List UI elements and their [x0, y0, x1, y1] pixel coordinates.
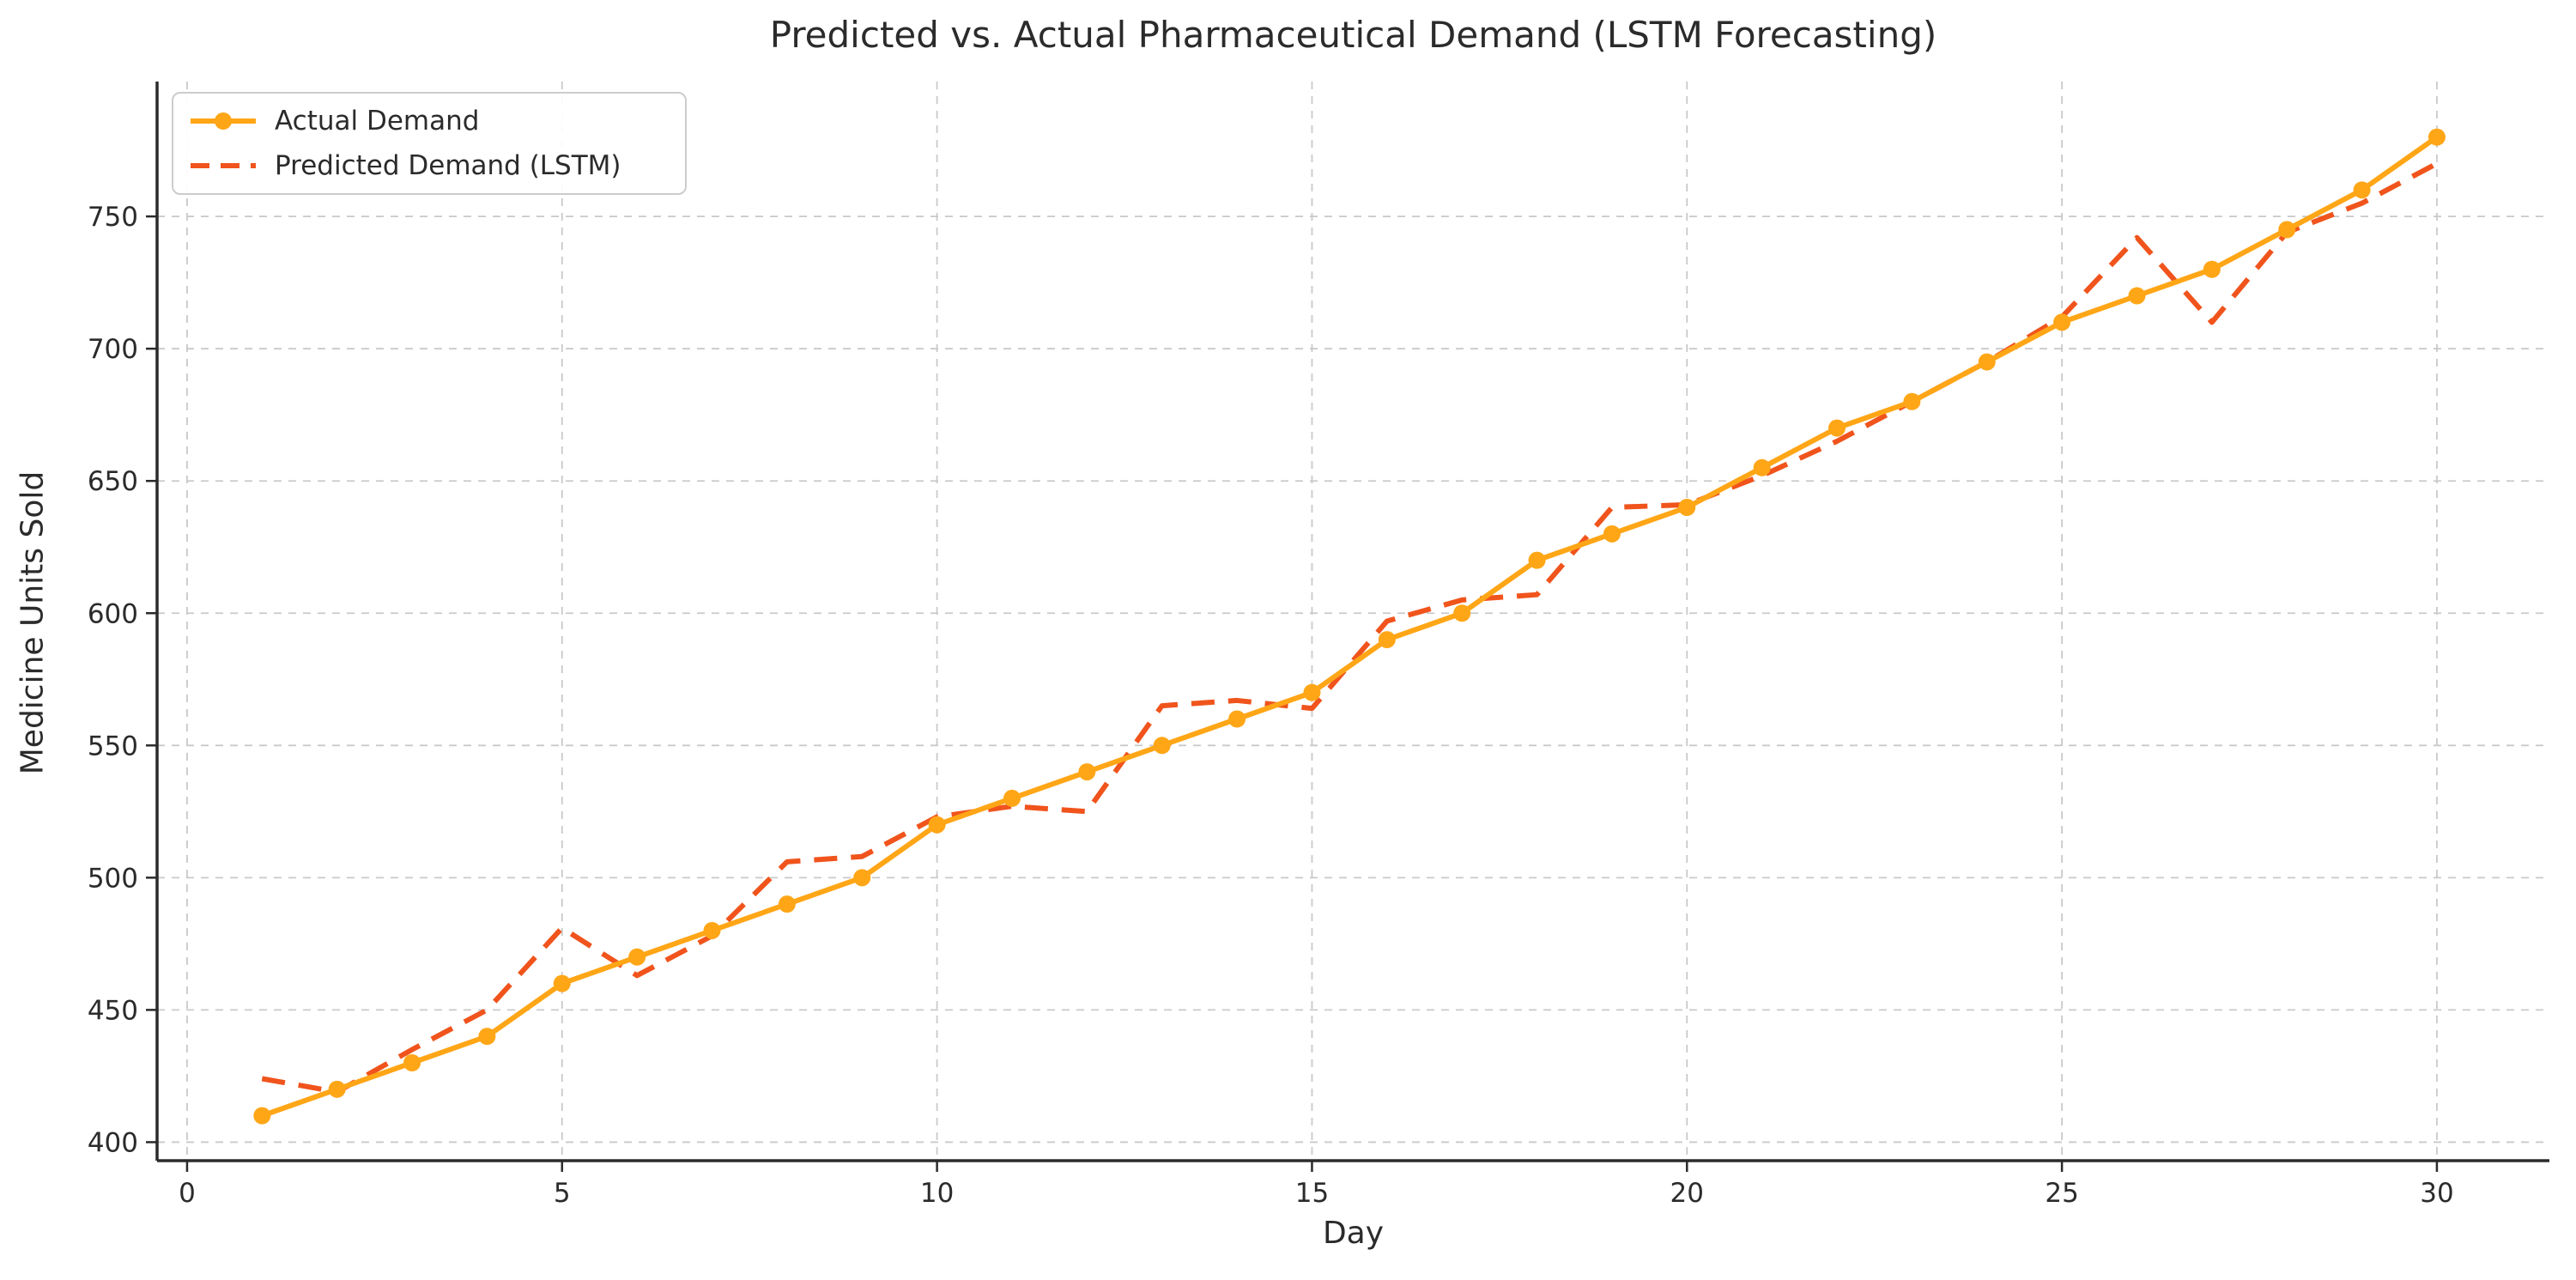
actual-demand-marker	[853, 869, 871, 887]
y-axis-label: Medicine Units Sold	[15, 470, 51, 775]
y-tick-label: 400	[88, 1127, 138, 1158]
actual-demand-marker	[1003, 789, 1021, 807]
actual-demand-marker	[928, 816, 946, 834]
actual-demand-marker	[478, 1028, 496, 1046]
x-tick-label: 5	[554, 1178, 571, 1209]
actual-demand-marker	[1228, 710, 1246, 728]
chart-title: Predicted vs. Actual Pharmaceutical Dema…	[769, 14, 1937, 56]
x-tick-label: 25	[2045, 1178, 2078, 1209]
actual-demand-line	[259, 134, 2440, 1119]
actual-demand-marker	[1078, 763, 1096, 781]
y-tick-label: 500	[88, 863, 138, 894]
actual-demand-marker	[328, 1080, 346, 1098]
y-tick-label: 650	[88, 466, 138, 497]
actual-demand-marker	[1303, 683, 1321, 701]
predicted-line-sample-icon	[191, 163, 256, 168]
actual-demand-marker	[1603, 525, 1621, 543]
y-tick-label: 700	[88, 334, 138, 365]
legend-label-predicted: Predicted Demand (LSTM)	[275, 150, 621, 181]
predicted-demand-line	[261, 161, 2439, 1095]
actual-demand-marker	[1678, 499, 1696, 517]
actual-demand-marker	[703, 921, 721, 939]
y-tick-label: 750	[88, 202, 138, 233]
legend-item-predicted: Predicted Demand (LSTM)	[173, 147, 685, 185]
y-tick-label: 550	[88, 731, 138, 761]
actual-demand-marker	[1378, 631, 1396, 649]
actual-demand-marker	[253, 1107, 271, 1125]
actual-demand-marker	[1528, 551, 1546, 569]
actual-demand-marker	[1753, 458, 1771, 476]
actual-demand-marker	[778, 895, 796, 913]
x-tick-label: 20	[1670, 1178, 1704, 1209]
actual-demand-marker	[1978, 353, 1996, 371]
actual-demand-marker	[2203, 260, 2221, 278]
legend-label-actual: Actual Demand	[275, 106, 480, 136]
actual-demand-marker	[2353, 181, 2371, 199]
actual-demand-marker	[2128, 287, 2146, 305]
legend: Actual Demand Predicted Demand (LSTM)	[172, 92, 687, 195]
actual-demand-marker	[553, 974, 571, 992]
actual-demand-marker	[1153, 737, 1171, 755]
actual-demand-marker	[1903, 392, 1921, 410]
x-axis-label: Day	[1322, 1216, 1385, 1251]
actual-demand-marker	[403, 1054, 421, 1072]
actual-demand-marker	[1828, 419, 1846, 437]
actual-demand-marker	[2278, 221, 2296, 239]
actual-demand-marker	[628, 948, 646, 966]
x-tick-label: 0	[179, 1178, 196, 1209]
x-tick-label: 15	[1295, 1178, 1329, 1209]
x-tick-label: 30	[2420, 1178, 2453, 1209]
legend-item-actual: Actual Demand	[173, 102, 685, 140]
actual-demand-marker	[2053, 313, 2071, 331]
actual-demand-marker	[1453, 604, 1471, 622]
x-tick-label: 10	[920, 1178, 954, 1209]
actual-line-sample-icon	[191, 112, 256, 130]
actual-demand-marker	[2428, 128, 2446, 146]
y-tick-label: 450	[88, 995, 138, 1026]
y-tick-label: 600	[88, 598, 138, 629]
